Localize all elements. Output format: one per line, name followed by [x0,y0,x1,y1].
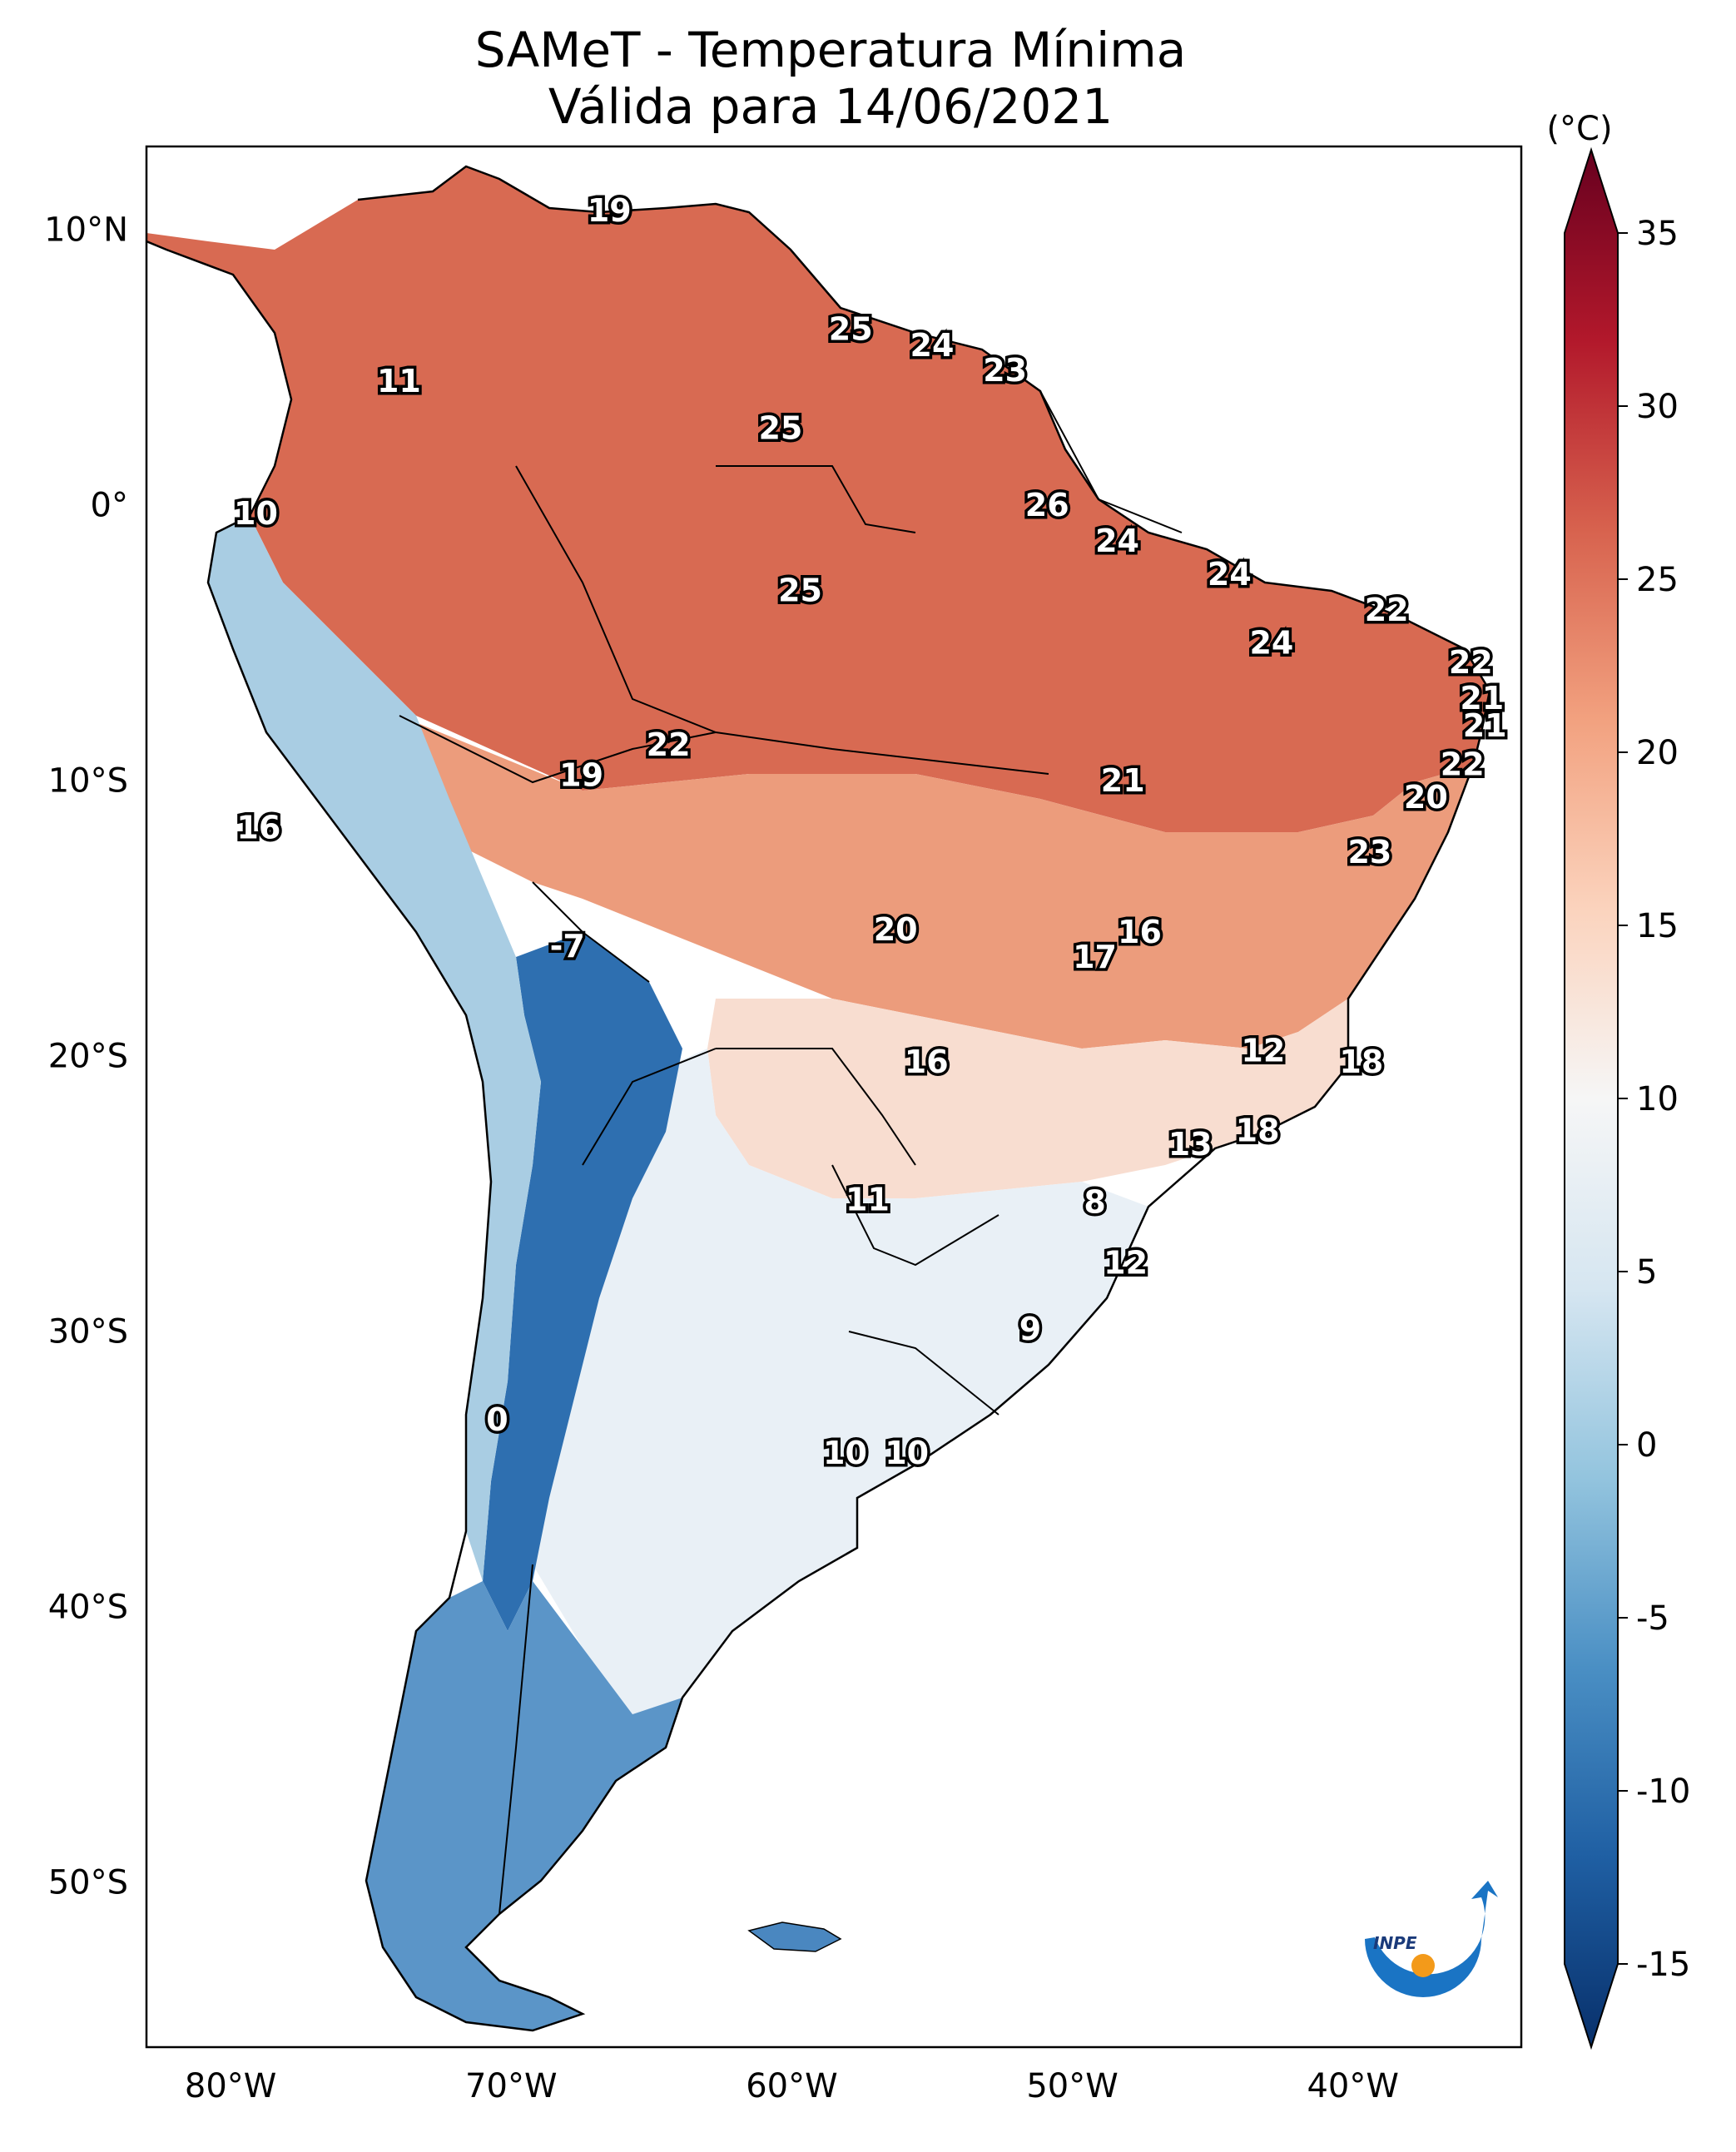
temperature-label: 12 [1241,1033,1285,1069]
colorbar-tick-label: 5 [1636,1253,1657,1292]
temperature-label: 22 [1441,746,1485,782]
map-title-line1: SAMeT - Temperatura Mínima [475,22,1187,78]
longitude-tick-labels: 80°W 70°W 60°W 50°W 40°W [185,2067,1399,2105]
temperature-label: 24 [910,327,955,364]
temperature-label: 21 [1101,762,1145,799]
temperature-label: 22 [1365,592,1409,628]
temperature-label: 17 [1073,939,1117,975]
temperature-label: 22 [647,726,691,763]
latitude-tick-labels: 10°N 0° 10°S 20°S 30°S 40°S 50°S [44,211,128,1902]
temperature-label: -7 [550,928,585,964]
temperature-label: 26 [1025,487,1069,523]
mild-zone-southeast [707,999,1348,1198]
temperature-label: 0 [486,1401,508,1438]
colorbar-unit-label: (°C) [1546,110,1612,148]
logo-arc-icon [1365,1881,1498,1997]
coastline [146,165,1491,2032]
temperature-label: 13 [1168,1126,1213,1163]
longitude-tick-label: 50°W [1026,2067,1118,2105]
andes-cold-zone [483,932,682,1631]
cool-zone-south [499,1049,1148,1714]
longitude-tick-label: 40°W [1307,2067,1398,2105]
colorbar-tick-label: 20 [1636,734,1679,772]
temperature-label: 25 [758,409,802,446]
map-title-line2: Válida para 14/06/2021 [548,78,1113,135]
logo-text: INPE [1373,1933,1417,1953]
warm-zone-central [399,716,1473,1049]
latitude-tick-label: 20°S [48,1037,128,1075]
longitude-tick-label: 80°W [185,2067,276,2105]
colorbar-tick-label: -5 [1636,1599,1669,1638]
temperature-label: 24 [1208,556,1252,593]
temperature-label: 12 [1104,1244,1148,1281]
longitude-tick-label: 70°W [465,2067,557,2105]
country-borders [399,390,1183,1915]
colorbar-tick-label: 35 [1636,215,1679,253]
temperature-label: 10 [823,1435,867,1471]
temperature-label: 24 [1249,625,1293,662]
temperature-label: 22 [1449,644,1493,681]
colorbar-tick-label: 30 [1636,388,1679,426]
temperature-label: 23 [983,352,1027,389]
temperature-label: 8 [1084,1184,1105,1221]
temperature-label: 23 [1347,834,1391,870]
colorbar-tick-label: 10 [1636,1080,1679,1118]
colorbar-tick-label: 25 [1636,561,1679,599]
warm-zone-north [146,166,1490,832]
temperature-label: 24 [1095,523,1139,559]
temperature-label: 20 [1404,779,1448,816]
temperature-label: 10 [885,1435,929,1471]
colorbar-tick-label: 0 [1636,1426,1657,1465]
temperature-label: 20 [874,911,918,948]
temperature-label: 11 [846,1181,890,1217]
temperature-label: 11 [377,363,421,399]
colorbar-ticks: 35 30 25 20 15 10 5 0 -5 -10 -15 [1618,215,1690,1984]
temperature-label: 16 [1118,914,1162,950]
colorbar-body [1564,146,1619,2050]
temperature-label: 19 [559,757,603,794]
colorbar-tick-label: 15 [1636,907,1679,945]
temperature-field [146,166,1490,2031]
latitude-tick-label: 0° [91,486,128,524]
temperature-label: 21 [1463,707,1507,744]
latitude-tick-label: 10°N [44,211,128,249]
colorbar-tick-label: -10 [1636,1773,1690,1811]
latitude-tick-label: 40°S [48,1588,128,1626]
colorbar: (°C) 35 30 25 20 15 10 5 0 -5 -10 -15 [1546,110,1690,2050]
colorbar-tick-label: -15 [1636,1946,1690,1984]
falkland-islands [747,1921,842,1952]
temperature-label: 18 [1339,1044,1383,1080]
inpe-logo: INPE [1365,1881,1498,1997]
temperature-label: 21 [1460,680,1504,717]
temperature-label: 25 [829,310,873,347]
temperature-label: 18 [1236,1113,1280,1149]
map-frame [145,145,1523,2049]
patagonia-cold-zone [366,1581,682,2031]
latitude-tick-label: 30°S [48,1312,128,1351]
temperature-label: 25 [778,573,822,609]
longitude-tick-label: 60°W [746,2067,837,2105]
logo-dot-icon [1411,1954,1435,1977]
temperature-label: 9 [1019,1311,1041,1347]
temperature-label: 19 [588,192,632,229]
latitude-tick-label: 10°S [48,761,128,800]
temperature-label: 16 [236,809,280,845]
temperature-label: 10 [234,495,278,532]
temperature-label: 16 [905,1044,949,1080]
latitude-tick-label: 50°S [48,1863,128,1902]
